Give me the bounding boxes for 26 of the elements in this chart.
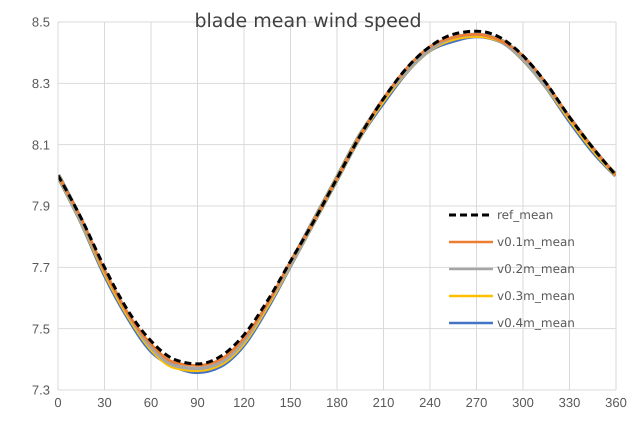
y-tick-label: 8.3 [32,76,50,91]
y-tick-label: 8.1 [32,137,50,152]
x-tick-label: 210 [372,395,394,410]
x-tick-label: 270 [466,395,488,410]
x-tick-label: 300 [512,395,534,410]
y-tick-label: 7.7 [32,260,50,275]
x-tick-label: 120 [233,395,255,410]
x-tick-label: 90 [190,395,205,410]
x-tick-label: 150 [280,395,302,410]
x-tick-label: 0 [54,395,62,410]
legend-label: v0.1m_mean [497,235,575,249]
legend-label: v0.4m_mean [497,316,575,330]
x-tick-label: 60 [144,395,158,410]
legend-label: ref_mean [497,208,554,222]
chart-title: blade mean wind speed [194,10,422,32]
x-tick-label: 180 [326,395,348,410]
x-tick-label: 30 [97,395,112,410]
x-tick-label: 360 [605,395,627,410]
x-tick-label: 240 [419,395,441,410]
y-tick-label: 7.5 [32,321,50,336]
y-tick-label: 7.9 [32,198,50,214]
y-tick-label: 7.3 [32,382,50,398]
legend-label: v0.3m_mean [497,289,575,303]
legend-label: v0.2m_mean [497,262,575,276]
y-tick-label: 8.5 [32,14,50,30]
x-tick-label: 330 [558,395,580,410]
